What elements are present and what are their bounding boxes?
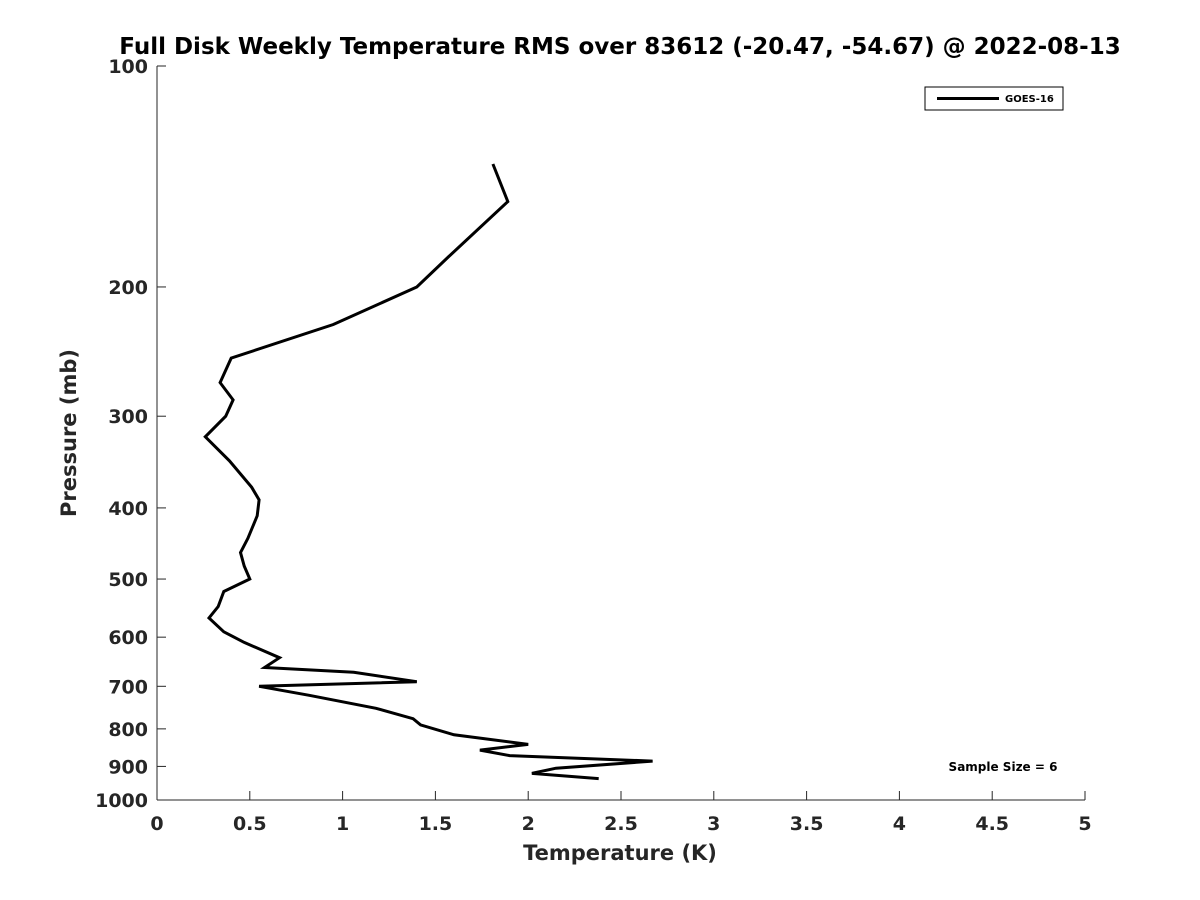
x-tick-label: 0 (150, 813, 163, 835)
x-tick-label: 0.5 (233, 813, 267, 835)
x-tick-label: 2.5 (604, 813, 638, 835)
x-tick-label: 4 (893, 813, 906, 835)
y-tick-label: 1000 (95, 790, 148, 812)
y-tick-label: 500 (108, 569, 148, 591)
y-tick-label: 800 (108, 719, 148, 741)
x-tick-label: 3 (707, 813, 720, 835)
y-tick-label: 400 (108, 498, 148, 520)
y-axis-label: Pressure (mb) (57, 349, 81, 517)
y-tick-label: 300 (108, 406, 148, 428)
chart-title: Full Disk Weekly Temperature RMS over 83… (119, 34, 1121, 60)
x-ticks: 0 0.5 1 1.5 2 2.5 3 3.5 4 4.5 5 (150, 791, 1092, 835)
y-ticks: 100 200 300 400 500 600 700 800 900 1000 (95, 56, 166, 812)
x-tick-label: 4.5 (975, 813, 1009, 835)
x-tick-label: 2 (522, 813, 535, 835)
y-tick-label: 900 (108, 756, 148, 778)
y-tick-label: 700 (108, 676, 148, 698)
y-tick-label: 600 (108, 627, 148, 649)
x-axis-label: Temperature (K) (523, 841, 717, 865)
legend-label: GOES-16 (1005, 94, 1054, 105)
series-group (203, 163, 653, 781)
y-tick-label: 200 (108, 277, 148, 299)
x-tick-label: 1.5 (419, 813, 453, 835)
sample-size-annotation: Sample Size = 6 (949, 760, 1058, 774)
x-tick-label: 5 (1078, 813, 1091, 835)
y-tick-label: 100 (108, 56, 148, 78)
x-tick-label: 1 (336, 813, 349, 835)
x-tick-label: 3.5 (790, 813, 824, 835)
legend: GOES-16 (924, 86, 1064, 111)
series-line-goes-16 (203, 163, 653, 781)
